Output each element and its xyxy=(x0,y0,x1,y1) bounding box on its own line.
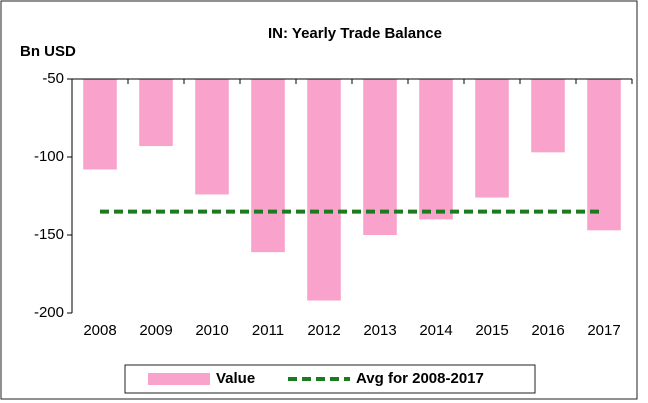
y-axis-label: Bn USD xyxy=(20,43,76,60)
bar xyxy=(475,79,509,198)
x-tick-label: 2010 xyxy=(195,322,228,339)
bar xyxy=(307,79,341,301)
bar xyxy=(419,79,453,220)
x-tick-label: 2014 xyxy=(419,322,452,339)
bar xyxy=(83,79,117,170)
bar xyxy=(531,79,565,153)
x-tick-label: 2013 xyxy=(363,322,396,339)
legend-label: Avg for 2008-2017 xyxy=(356,370,484,387)
x-tick-label: 2017 xyxy=(587,322,620,339)
legend-swatch xyxy=(148,373,210,385)
bar xyxy=(587,79,621,231)
y-tick-label: -50 xyxy=(42,70,64,87)
bar xyxy=(139,79,173,147)
x-tick-label: 2009 xyxy=(139,322,172,339)
legend-label: Value xyxy=(216,370,255,387)
y-tick-label: -150 xyxy=(34,226,64,243)
bar xyxy=(363,79,397,235)
x-tick-label: 2008 xyxy=(83,322,116,339)
x-tick-label: 2016 xyxy=(531,322,564,339)
chart-title: IN: Yearly Trade Balance xyxy=(268,25,442,42)
y-tick-label: -100 xyxy=(34,148,64,165)
bar xyxy=(251,79,285,253)
x-tick-label: 2012 xyxy=(307,322,340,339)
bar xyxy=(195,79,229,195)
x-tick-label: 2011 xyxy=(252,322,284,339)
x-tick-label: 2015 xyxy=(475,322,508,339)
y-tick-label: -200 xyxy=(34,304,64,321)
